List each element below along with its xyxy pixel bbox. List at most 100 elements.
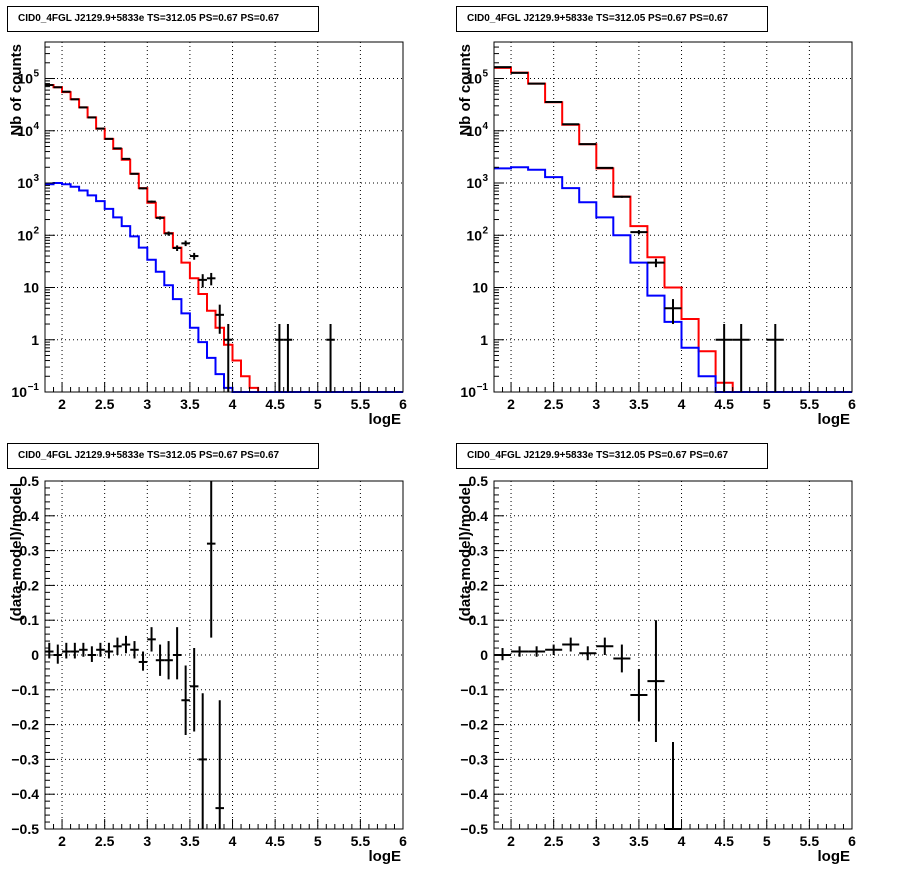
x-tick-label: 3 xyxy=(143,396,151,412)
x-tick-label: 3.5 xyxy=(180,833,200,849)
y-tick-label: 0.3 xyxy=(469,543,489,559)
y-tick-label: 10 xyxy=(466,71,482,87)
y-axis-label: (data-model)/model xyxy=(457,483,474,621)
y-tick-label: 10 xyxy=(460,384,476,400)
x-tick-label: 2.5 xyxy=(544,396,564,412)
y-axis-label: Nb of counts xyxy=(8,44,25,136)
x-tick-label: 2 xyxy=(507,396,515,412)
y-tick-label: 10 xyxy=(472,280,488,296)
x-tick-label: 5.5 xyxy=(800,833,820,849)
y-tick-label: −0.5 xyxy=(11,821,39,837)
x-tick-label: 4.5 xyxy=(714,396,734,412)
y-tick-exponent: 2 xyxy=(33,225,39,236)
y-tick-label: −0.2 xyxy=(460,717,488,733)
x-tick-label: 5.5 xyxy=(351,833,371,849)
y-axis-label: Nb of counts xyxy=(457,44,474,136)
residual-right-title: CID0_4FGL J2129.9+5833e TS=312.05 PS=0.6… xyxy=(456,443,768,469)
y-tick-label: 10 xyxy=(17,123,33,139)
y-tick-exponent: 5 xyxy=(482,69,488,80)
x-tick-label: 2.5 xyxy=(95,833,115,849)
y-tick-label: 0.4 xyxy=(469,508,489,524)
x-tick-label: 2 xyxy=(58,396,66,412)
series-0-step-line xyxy=(494,66,852,393)
y-tick-label: 0.4 xyxy=(20,508,40,524)
x-tick-label: 4 xyxy=(229,833,237,849)
y-tick-label: 10 xyxy=(466,227,482,243)
x-tick-label: 5 xyxy=(314,833,322,849)
y-tick-label: −0.5 xyxy=(460,821,488,837)
y-tick-exponent: 2 xyxy=(482,225,488,236)
y-tick-label: −0.1 xyxy=(11,682,39,698)
y-tick-label: 0.1 xyxy=(20,612,40,628)
y-tick-exponent: 4 xyxy=(33,121,39,132)
y-tick-label: −0.4 xyxy=(11,786,39,802)
y-tick-exponent: 5 xyxy=(33,69,39,80)
y-tick-exponent: −1 xyxy=(477,382,489,393)
x-axis-label: logE xyxy=(818,411,851,428)
y-tick-label: 10 xyxy=(17,175,33,191)
y-axis-label: (data-model)/model xyxy=(8,483,25,621)
residual-left-title: CID0_4FGL J2129.9+5833e TS=312.05 PS=0.6… xyxy=(7,443,319,469)
x-tick-label: 6 xyxy=(848,396,856,412)
x-tick-label: 5 xyxy=(763,396,771,412)
x-tick-label: 3 xyxy=(592,396,600,412)
y-tick-exponent: 3 xyxy=(482,173,488,184)
x-tick-label: 4 xyxy=(678,396,686,412)
spectrum-right-title: CID0_4FGL J2129.9+5833e TS=312.05 PS=0.6… xyxy=(456,6,768,32)
y-tick-label: −0.1 xyxy=(460,682,488,698)
y-tick-exponent: 4 xyxy=(482,121,488,132)
x-tick-label: 2 xyxy=(58,833,66,849)
x-axis-label: logE xyxy=(369,411,402,428)
y-tick-label: 0.2 xyxy=(469,577,489,593)
series-1-step-line xyxy=(45,182,403,393)
x-tick-label: 5 xyxy=(763,833,771,849)
x-tick-label: 3 xyxy=(143,833,151,849)
x-tick-label: 3.5 xyxy=(629,833,649,849)
y-tick-exponent: 3 xyxy=(33,173,39,184)
spectrum-left-title: CID0_4FGL J2129.9+5833e TS=312.05 PS=0.6… xyxy=(7,6,319,32)
y-tick-label: 10 xyxy=(466,175,482,191)
series-0-step-line xyxy=(45,84,403,393)
y-tick-label: −0.4 xyxy=(460,786,488,802)
y-tick-label: −0.3 xyxy=(460,751,488,767)
y-tick-exponent: −1 xyxy=(28,382,40,393)
x-tick-label: 6 xyxy=(848,833,856,849)
y-tick-label: 0.5 xyxy=(20,473,40,489)
x-tick-label: 3.5 xyxy=(629,396,649,412)
y-tick-label: 10 xyxy=(23,280,39,296)
y-tick-label: 10 xyxy=(466,123,482,139)
y-tick-label: 1 xyxy=(31,332,39,348)
x-tick-label: 2.5 xyxy=(95,396,115,412)
x-tick-label: 4.5 xyxy=(265,396,285,412)
y-tick-label: 1 xyxy=(480,332,488,348)
y-tick-label: 0 xyxy=(31,647,39,663)
x-tick-label: 5 xyxy=(314,396,322,412)
x-tick-label: 4 xyxy=(678,833,686,849)
x-tick-label: 5.5 xyxy=(351,396,371,412)
x-tick-label: 6 xyxy=(399,396,407,412)
x-tick-label: 4 xyxy=(229,396,237,412)
y-tick-label: 10 xyxy=(17,227,33,243)
x-tick-label: 2.5 xyxy=(544,833,564,849)
x-tick-label: 3 xyxy=(592,833,600,849)
x-tick-label: 2 xyxy=(507,833,515,849)
y-tick-label: 0.5 xyxy=(469,473,489,489)
x-tick-label: 5.5 xyxy=(800,396,820,412)
y-tick-label: 10 xyxy=(11,384,27,400)
series-1-step-line xyxy=(494,166,852,393)
y-tick-label: 0 xyxy=(480,647,488,663)
residual-left-panel: 2 2.5 3 3.5 4 4.5 5 5.5 6 −0.5 −0.4 −0.3 −0.2 −0.1 0 0.… xyxy=(8,473,407,865)
x-tick-label: 4.5 xyxy=(265,833,285,849)
y-tick-label: 0.2 xyxy=(20,577,40,593)
y-tick-label: 0.1 xyxy=(469,612,489,628)
x-tick-label: 4.5 xyxy=(714,833,734,849)
y-tick-label: −0.2 xyxy=(11,717,39,733)
x-axis-label: logE xyxy=(369,848,402,865)
residual-right-panel: 2 2.5 3 3.5 4 4.5 5 5.5 6 −0.5 −0.4 −0.3 −0.2 −0.1 0 0.… xyxy=(457,473,856,865)
x-tick-label: 3.5 xyxy=(180,396,200,412)
y-tick-label: 0.3 xyxy=(20,543,40,559)
x-tick-label: 6 xyxy=(399,833,407,849)
